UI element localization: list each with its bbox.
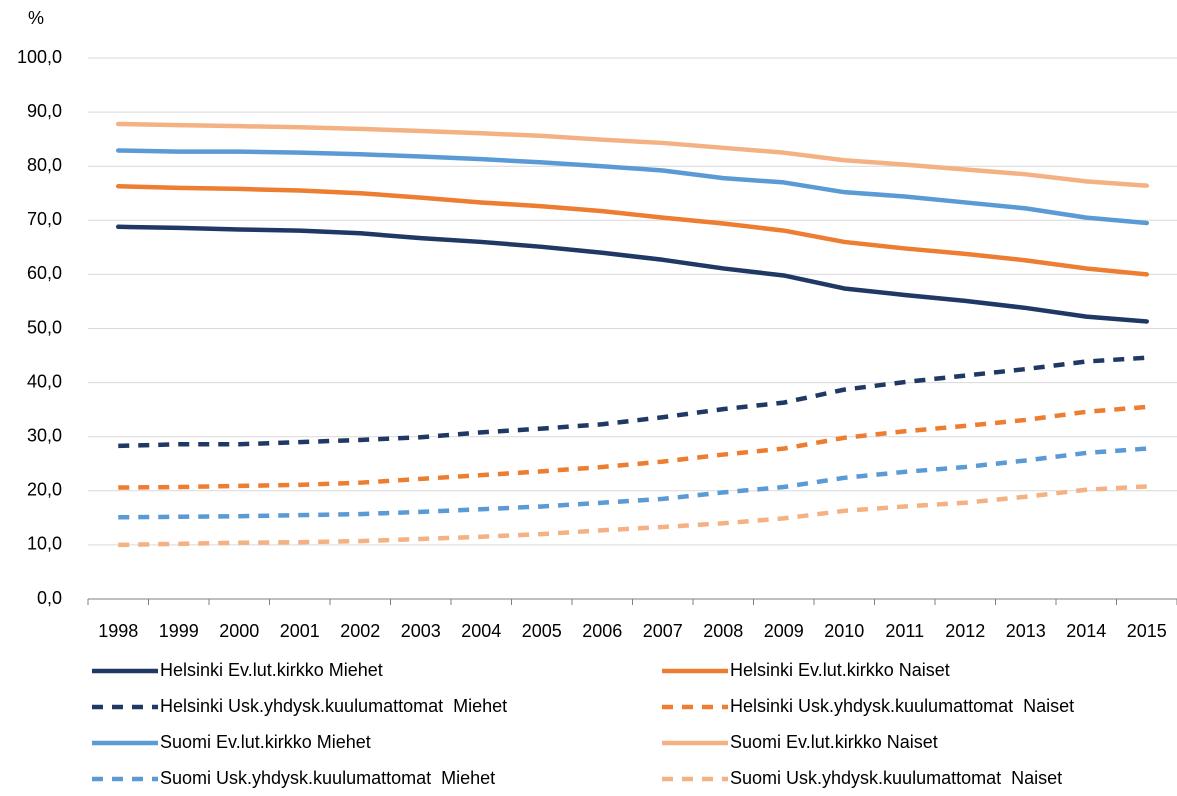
line-series — [116, 148, 1149, 226]
x-tick-label: 2005 — [522, 621, 562, 641]
x-tick-label: 2009 — [764, 621, 804, 641]
line-series — [116, 183, 1149, 277]
y-tick-label: 50,0 — [27, 317, 62, 337]
x-tick-label: 2013 — [1006, 621, 1046, 641]
y-tick-label: 30,0 — [27, 425, 62, 445]
legend-label: Helsinki Usk.yhdysk.kuulumattomat Naiset — [730, 696, 1074, 716]
x-tick-label: 2015 — [1127, 621, 1167, 641]
legend-label: Helsinki Ev.lut.kirkko Naiset — [730, 660, 950, 680]
x-tick-label: 2002 — [340, 621, 380, 641]
line-series — [118, 484, 1147, 548]
y-tick-label: 0,0 — [37, 588, 62, 608]
line-series — [118, 446, 1147, 520]
legend-label: Suomi Ev.lut.kirkko Miehet — [160, 732, 371, 752]
y-tick-label: 90,0 — [27, 101, 62, 121]
x-tick-label: 2012 — [945, 621, 985, 641]
line-series — [116, 224, 1149, 324]
y-tick-label: 70,0 — [27, 209, 62, 229]
y-tick-label: 20,0 — [27, 480, 62, 500]
x-tick-label: 2001 — [280, 621, 320, 641]
x-tick-label: 2006 — [582, 621, 622, 641]
legend-label: Suomi Ev.lut.kirkko Naiset — [730, 732, 938, 752]
y-tick-label: 100,0 — [17, 47, 62, 67]
legend-label: Helsinki Usk.yhdysk.kuulumattomat Miehet — [160, 696, 507, 716]
y-tick-label: 10,0 — [27, 534, 62, 554]
y-tick-label: 60,0 — [27, 263, 62, 283]
y-tick-label: 80,0 — [27, 155, 62, 175]
line-series — [118, 404, 1147, 490]
x-tick-label: 1998 — [98, 621, 138, 641]
legend-label: Suomi Usk.yhdysk.kuulumattomat Naiset — [730, 768, 1062, 788]
legend-label: Helsinki Ev.lut.kirkko Miehet — [160, 660, 383, 680]
legend-label: Suomi Usk.yhdysk.kuulumattomat Miehet — [160, 768, 495, 788]
y-tick-label: 40,0 — [27, 371, 62, 391]
x-tick-label: 2003 — [401, 621, 441, 641]
x-tick-label: 2004 — [461, 621, 501, 641]
x-tick-label: 2007 — [643, 621, 683, 641]
x-tick-label: 2014 — [1066, 621, 1106, 641]
line-series — [116, 121, 1149, 188]
x-tick-label: 1999 — [159, 621, 199, 641]
y-axis-unit: % — [28, 8, 44, 28]
x-tick-label: 2010 — [824, 621, 864, 641]
x-tick-label: 2008 — [703, 621, 743, 641]
x-tick-label: 2011 — [885, 621, 924, 641]
x-tick-label: 2000 — [219, 621, 259, 641]
line-series — [118, 355, 1147, 449]
